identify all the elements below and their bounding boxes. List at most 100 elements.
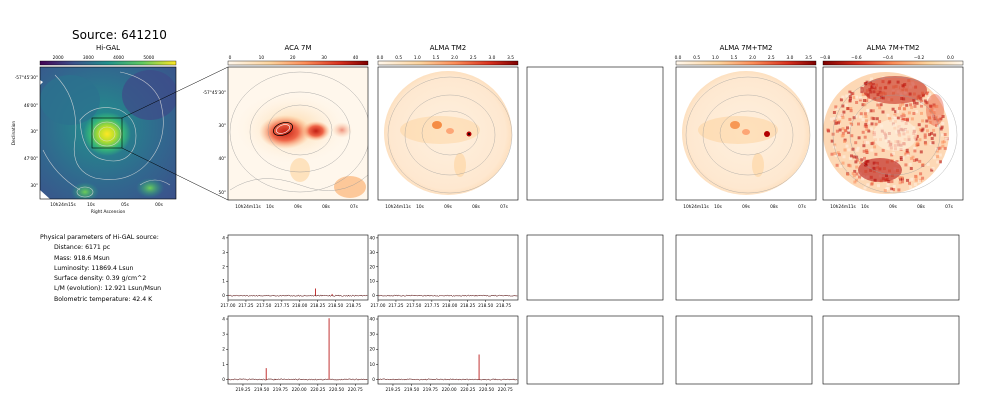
combo-colorbar (675, 60, 817, 66)
spectrum-aca-top-frame (227, 234, 369, 301)
physical-parameters: Physical parameters of Hi-GAL source: Di… (40, 233, 161, 305)
param-surface-density: Surface density: 0.39 g/cm^2 (54, 275, 147, 283)
combo2-ra-tick: 08s (917, 204, 925, 210)
aca-colorbar-tick: 40 (353, 55, 359, 61)
spectrum-aca-bottom-x-tick: 219.50 (254, 387, 269, 393)
empty-spectrum-boxes (526, 234, 960, 385)
combo2-colorbar-tick: −0.4 (883, 55, 894, 61)
spectrum-tm2-bottom (376, 315, 519, 386)
spectrum-aca-top-x-tick: 218.00 (292, 303, 307, 309)
spectrum-aca-bottom-x-tick: 219.75 (273, 387, 288, 393)
combo-colorbar-tick: 1.0 (712, 55, 719, 61)
spectrum-aca-bottom-y-tick: 2 (222, 347, 225, 353)
spectrum-aca-bottom-x-tick: 220.25 (310, 387, 325, 393)
higal-dec-tick: 46'00" (24, 103, 38, 109)
higal-dec-tick: 30" (31, 129, 38, 135)
spectrum-tm2-bottom-x-tick: 220.50 (479, 387, 494, 393)
param-mass: Mass: 918.6 Msun (54, 254, 110, 262)
higal-title: Hi-GAL (95, 44, 121, 52)
combo2-colorbar-tick: −0.6 (851, 55, 862, 61)
higal-ra-tick: 10h24m15s (50, 202, 76, 208)
spectrum-aca-top-x-tick: 217.25 (238, 303, 253, 309)
spectrum-tm2-top-x-tick: 217.75 (424, 303, 439, 309)
spectrum-tm2-bottom-y-tick: 20 (370, 347, 376, 353)
combo-ra-tick: 08s (770, 204, 778, 210)
spectrum-aca-top-x-tick: 218.75 (346, 303, 361, 309)
higal-ra-tick: 05s (121, 202, 129, 208)
spectrum-tm2-top-y-tick: 30 (370, 250, 376, 256)
spectrum-tm2-top-x-tick: 218.75 (496, 303, 511, 309)
aca-dec-tick: -57°45'30" (203, 90, 226, 96)
aca-colorbar-tick: 0 (229, 55, 232, 61)
spectrum-aca-top (226, 234, 369, 302)
combo-ra-tick: 09s (742, 204, 750, 210)
combo2-colorbar-tick: −0.8 (820, 55, 831, 61)
spectrum-aca-bottom-y-tick: 3 (222, 332, 225, 338)
param-distance: Distance: 6171 pc (54, 244, 111, 252)
spectrum-tm2-bottom-x-tick: 219.75 (423, 387, 438, 393)
combo2-ra-tick: 10h24m11s (830, 204, 856, 210)
empty-panel (526, 66, 664, 201)
tm2-colorbar (377, 60, 519, 66)
spectrum-aca-bottom-x-tick: 219.25 (235, 387, 250, 393)
aca-ra-tick: 10s (266, 204, 274, 210)
aca-ra-tick: 09s (294, 204, 302, 210)
spectrum-aca-bottom-y-tick: 0 (222, 377, 225, 383)
spectrum-tm2-top-y-tick: 20 (370, 264, 376, 270)
combo-colorbar-tick: 3.5 (805, 55, 812, 61)
higal-xlabel: Right Ascension (91, 209, 126, 215)
combo-ra-tick: 07s (798, 204, 806, 210)
spectrum-aca-top-x-tick: 218.25 (310, 303, 325, 309)
combo-colorbar-tick: 0.0 (675, 55, 682, 61)
spectrum-tm2-top-x-tick: 218.00 (442, 303, 457, 309)
spectrum-tm2-top-x-tick: 218.50 (478, 303, 493, 309)
higal-colorbar (39, 60, 177, 66)
spectrum-tm2-bottom-y-tick: 40 (370, 317, 376, 323)
higal-dec-tick: 30" (31, 183, 38, 189)
combo2-title: ALMA 7M+TM2 (866, 44, 920, 52)
spectrum-tm2-bottom-y-tick: 10 (370, 362, 376, 368)
spectrum-tm2-top-frame (377, 234, 519, 301)
combo-ra-tick: 10h24m11s (683, 204, 709, 210)
tm2-ra-tick: 10s (416, 204, 424, 210)
tm2-ra-tick: 10h24m11s (385, 204, 411, 210)
spectrum-aca-top-y-tick: 1 (222, 279, 225, 285)
spectrum-aca-top-x-tick: 217.50 (256, 303, 271, 309)
aca-dec-tick: 40" (219, 156, 226, 162)
combo2-panel (822, 60, 964, 201)
tm2-colorbar-tick: 2.5 (470, 55, 477, 61)
higal-ra-tick: 10s (87, 202, 95, 208)
spectrum-tm2-top-x-tick: 217.00 (370, 303, 385, 309)
tm2-title: ALMA TM2 (429, 44, 467, 52)
spectrum-tm2-bottom-x-tick: 219.25 (385, 387, 400, 393)
tm2-colorbar-tick: 2.0 (451, 55, 458, 61)
aca-dec-tick: 30" (219, 123, 226, 129)
tm2-colorbar-tick: 1.0 (414, 55, 421, 61)
combo-colorbar-tick: 3.0 (786, 55, 793, 61)
spectrum-aca-bottom-x-tick: 220.00 (292, 387, 307, 393)
aca-title: ACA 7M (284, 44, 312, 52)
spectrum-aca-top-x-tick: 218.50 (328, 303, 343, 309)
spectrum-aca-top-y-tick: 2 (222, 264, 225, 270)
spectrum-aca-top-y-tick: 3 (222, 250, 225, 256)
higal-panel (39, 60, 229, 201)
aca-dec-tick: 50" (219, 190, 226, 196)
higal-dec-tick: 47'00" (24, 156, 38, 162)
page-title: Source: 641210 (72, 28, 167, 42)
spectrum-tm2-bottom-y-tick: 30 (370, 332, 376, 338)
spectrum-tm2-top-x-tick: 217.50 (406, 303, 421, 309)
spectrum-tm2-top (376, 234, 519, 302)
spectrum-tm2-bottom-x-tick: 220.25 (460, 387, 475, 393)
spectrum-aca-top-x-tick: 217.00 (220, 303, 235, 309)
tm2-ra-tick: 07s (500, 204, 508, 210)
spectrum-tm2-bottom-frame (377, 315, 519, 385)
tm2-colorbar-tick: 0.5 (395, 55, 402, 61)
param-tbol: Bolometric temperature: 42.4 K (54, 295, 153, 303)
combo2-colorbar-tick: 0.0 (947, 55, 954, 61)
spectrum-tm2-bottom-y-tick: 0 (372, 377, 375, 383)
aca-colorbar-tick: 20 (290, 55, 296, 61)
combo2-ra-tick: 09s (889, 204, 897, 210)
aca-ra-tick: 07s (350, 204, 358, 210)
combo2-ra-tick: 10s (861, 204, 869, 210)
spectrum-tm2-bottom-x-tick: 220.00 (442, 387, 457, 393)
